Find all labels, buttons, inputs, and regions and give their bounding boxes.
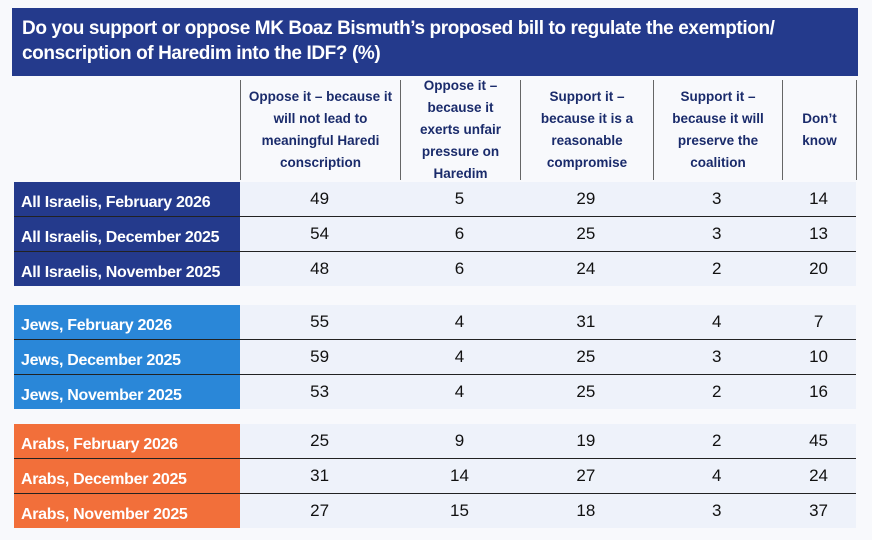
cell-value: 3 — [652, 494, 782, 528]
table-row: Arabs, November 2025 27 15 18 3 37 — [14, 494, 856, 528]
cell-value: 14 — [781, 182, 856, 216]
column-header: Support it – because it is a reasonable … — [520, 80, 653, 180]
cell-value: 2 — [652, 424, 782, 458]
cell-value: 6 — [399, 217, 520, 251]
cell-value: 16 — [781, 375, 856, 409]
cell-value: 31 — [239, 459, 400, 493]
row-label: Jews, November 2025 — [14, 375, 240, 409]
cell-value: 4 — [399, 305, 520, 339]
cell-value: 25 — [519, 340, 653, 374]
cell-value: 3 — [652, 340, 782, 374]
row-label: All Israelis, February 2026 — [14, 182, 240, 216]
cell-value: 3 — [652, 217, 782, 251]
cell-value: 53 — [239, 375, 400, 409]
cell-value: 13 — [781, 217, 856, 251]
cell-value: 59 — [239, 340, 400, 374]
cell-value: 25 — [519, 375, 653, 409]
cell-value: 5 — [399, 182, 520, 216]
cell-value: 19 — [519, 424, 653, 458]
row-label: Jews, February 2026 — [14, 305, 240, 339]
column-header: Support it – because it will preserve th… — [653, 80, 782, 180]
table-row: Jews, November 2025 53 4 25 2 16 — [14, 375, 856, 409]
cell-value: 4 — [652, 459, 782, 493]
cell-value: 48 — [239, 252, 400, 286]
cell-value: 25 — [239, 424, 400, 458]
cell-value: 3 — [652, 182, 782, 216]
row-label: All Israelis, November 2025 — [14, 252, 240, 286]
table-title: Do you support or oppose MK Boaz Bismuth… — [12, 8, 858, 76]
column-header: Oppose it – because it exerts unfair pre… — [400, 78, 520, 181]
cell-value: 54 — [239, 217, 400, 251]
table-row: Jews, December 2025 59 4 25 3 10 — [14, 340, 856, 375]
cell-value: 15 — [399, 494, 520, 528]
cell-value: 2 — [652, 375, 782, 409]
cell-value: 10 — [781, 340, 856, 374]
cell-value: 4 — [399, 375, 520, 409]
cell-value: 55 — [239, 305, 400, 339]
cell-value: 14 — [399, 459, 520, 493]
cell-value: 6 — [399, 252, 520, 286]
table-row: Arabs, December 2025 31 14 27 4 24 — [14, 459, 856, 494]
cell-value: 25 — [519, 217, 653, 251]
cell-value: 27 — [519, 459, 653, 493]
cell-value: 24 — [519, 252, 653, 286]
column-header: Oppose it – because it will not lead to … — [240, 80, 400, 180]
cell-value: 9 — [399, 424, 520, 458]
cell-value: 31 — [519, 305, 653, 339]
cell-value: 37 — [781, 494, 856, 528]
row-label: All Israelis, December 2025 — [14, 217, 240, 251]
table-row: All Israelis, December 2025 54 6 25 3 13 — [14, 217, 856, 252]
cell-value: 45 — [781, 424, 856, 458]
cell-value: 29 — [519, 182, 653, 216]
cell-value: 49 — [239, 182, 400, 216]
cell-value: 20 — [781, 252, 856, 286]
table-row: All Israelis, November 2025 48 6 24 2 20 — [14, 252, 856, 286]
row-label: Arabs, February 2026 — [14, 424, 240, 458]
cell-value: 4 — [652, 305, 782, 339]
cell-value: 7 — [781, 305, 856, 339]
row-label: Arabs, November 2025 — [14, 494, 240, 528]
cell-value: 4 — [399, 340, 520, 374]
cell-value: 24 — [781, 459, 856, 493]
table-row: Jews, February 2026 55 4 31 4 7 — [14, 305, 856, 340]
row-label: Jews, December 2025 — [14, 340, 240, 374]
cell-value: 2 — [652, 252, 782, 286]
cell-value: 27 — [239, 494, 400, 528]
column-header: Don’t know — [782, 80, 857, 180]
row-label: Arabs, December 2025 — [14, 459, 240, 493]
table-row: Arabs, February 2026 25 9 19 2 45 — [14, 424, 856, 459]
cell-value: 18 — [519, 494, 653, 528]
table-row: All Israelis, February 2026 49 5 29 3 14 — [14, 182, 856, 217]
